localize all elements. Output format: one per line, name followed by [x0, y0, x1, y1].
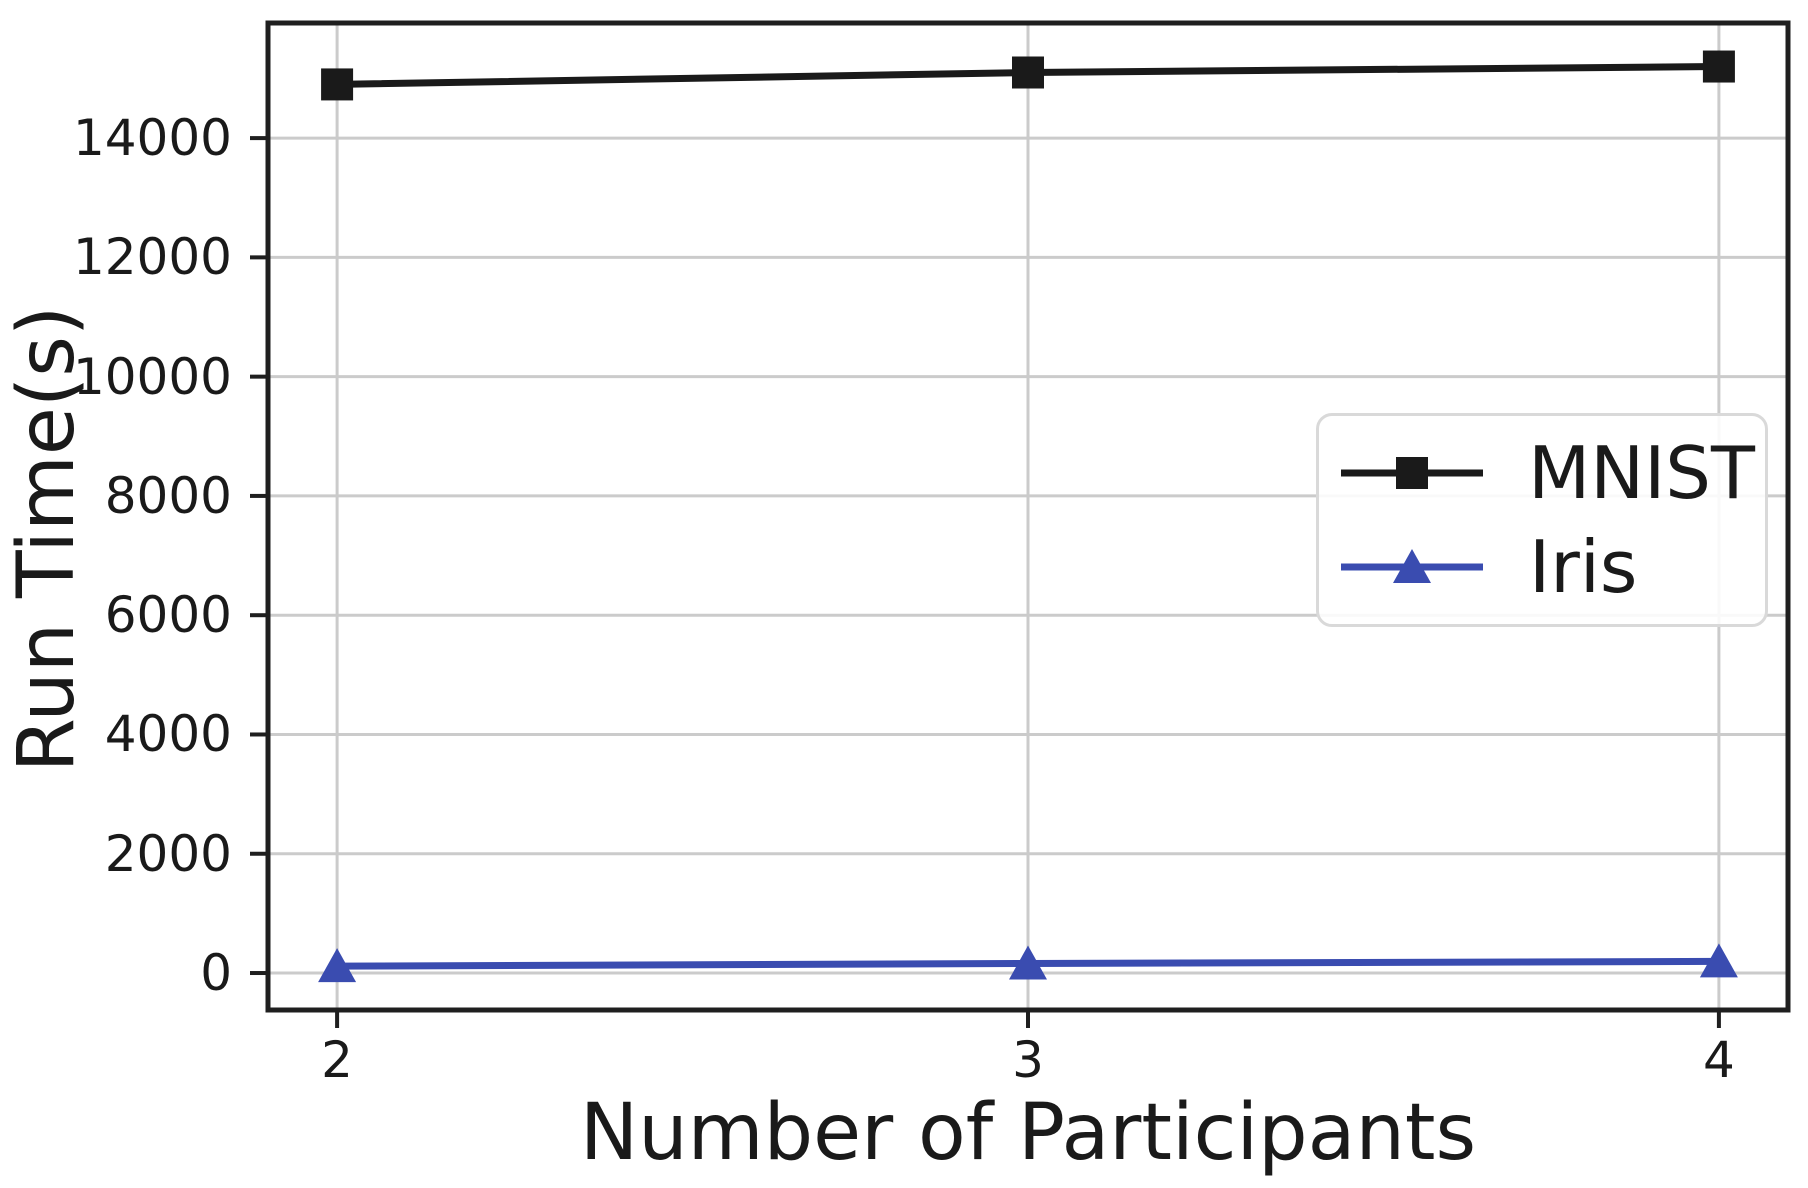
- y-tick-label: 4000: [104, 705, 232, 764]
- legend-label: MNIST: [1528, 431, 1755, 516]
- square-marker: [321, 68, 354, 101]
- legend-item-mnist: MNIST: [1337, 433, 1755, 513]
- square-marker: [1012, 56, 1044, 89]
- triangle-marker: [1009, 945, 1047, 980]
- x-tick-label: 2: [321, 1031, 353, 1089]
- legend-label: Iris: [1529, 524, 1638, 609]
- y-tick-label: 0: [200, 944, 232, 1003]
- y-tick-label: 14000: [72, 109, 232, 168]
- legend-item-iris: Iris: [1337, 527, 1755, 607]
- x-tick-label: 4: [1703, 1031, 1735, 1089]
- legend-sample-square-icon: [1341, 457, 1483, 490]
- triangle-marker: [1699, 943, 1738, 978]
- x-tick-label: 3: [1012, 1031, 1044, 1089]
- triangle-marker: [318, 948, 357, 983]
- legend-sample-triangle-icon: [1341, 548, 1483, 583]
- legend: MNIST Iris: [1316, 413, 1768, 627]
- y-tick-label: 8000: [104, 466, 232, 525]
- plot-border: [265, 20, 1791, 1013]
- y-tick-label: 6000: [104, 586, 232, 645]
- y-tick-label: 12000: [72, 228, 232, 287]
- triangle-marker: [1393, 548, 1431, 583]
- y-tick-label: 10000: [72, 347, 232, 406]
- square-marker: [1396, 457, 1428, 490]
- y-axis-label: Run Time(s): [2, 305, 92, 773]
- square-marker: [1702, 50, 1735, 83]
- x-axis-label: Number of Participants: [579, 1088, 1477, 1178]
- y-tick-label: 2000: [104, 824, 232, 883]
